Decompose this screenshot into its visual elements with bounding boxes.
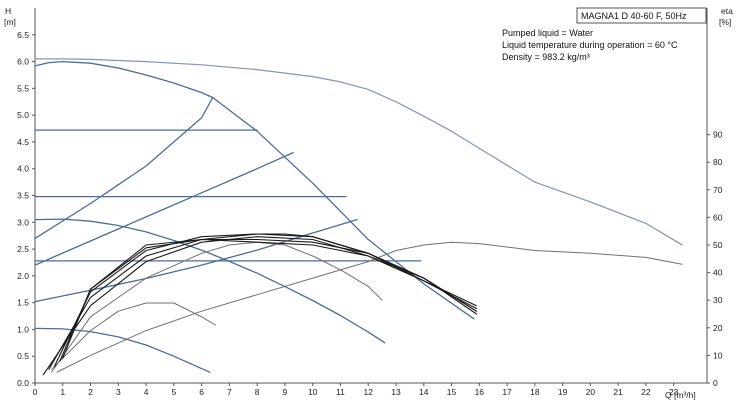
x-tick-label: 22 [641,387,651,397]
y-left-axis-unit: [m] [4,17,16,27]
y-left-tick-label: 4.0 [17,164,29,174]
x-tick-label: 7 [227,387,232,397]
x-tick-label: 16 [475,387,485,397]
y-left-tick-label: 5.0 [17,110,29,120]
efficiency-curve-16 [59,238,478,362]
x-tick-label: 15 [447,387,457,397]
x-tick-label: 5 [171,387,176,397]
y-left-tick-label: 6.5 [17,30,29,40]
head-curve-6 [34,327,211,373]
y-right-tick-label: 0 [713,378,718,388]
x-tick-label: 13 [391,387,401,397]
head-curve-2 [34,96,214,240]
y-right-tick-label: 80 [713,157,723,167]
x-tick-label: 17 [502,387,512,397]
y-right-tick-label: 20 [713,323,723,333]
x-tick-label: 3 [116,387,121,397]
head-curve-1 [34,60,475,320]
y-right-tick-label: 70 [713,185,723,195]
x-tick-label: 14 [419,387,429,397]
x-tick-label: 11 [336,387,345,397]
x-tick-label: 4 [144,387,149,397]
efficiency-curve-17 [62,238,478,359]
y-left-tick-label: 2.0 [17,271,29,281]
curves [34,58,683,376]
x-tick-label: 12 [363,387,373,397]
x-tick-label: 18 [530,387,540,397]
y-right-tick-label: 40 [713,268,723,278]
head-curve-4 [34,151,294,266]
x-axis-label: Q [m³/h] [665,390,696,400]
y-left-tick-label: 0.0 [17,378,29,388]
efficiency-curve-15 [53,233,478,367]
y-left-tick-label: 2.5 [17,244,29,254]
info-line-pumped-liquid: Pumped liquid = Water [502,28,593,38]
y-left-tick-label: 5.5 [17,83,29,93]
x-tick-label: 19 [558,387,568,397]
x-tick-label: 8 [255,387,260,397]
y-right-tick-label: 60 [713,212,723,222]
x-tick-label: 6 [199,387,204,397]
y-left-tick-label: 4.5 [17,137,29,147]
y-left-tick-label: 3.0 [17,217,29,227]
efficiency-curve-13 [42,236,478,376]
y-left-tick-label: 1.0 [17,324,29,334]
y-right-axis-label: eta [721,6,733,16]
x-tick-label: 9 [283,387,288,397]
x-tick-label: 20 [586,387,596,397]
x-tick-label: 23 [669,387,679,397]
x-tick-label: 0 [33,387,38,397]
head-curve-0 [34,58,683,246]
y-right-tick-label: 90 [713,130,723,140]
y-right-tick-label: 30 [713,295,723,305]
chart-title: MAGNA1 D 40-60 F, 50Hz [581,11,687,21]
y-left-tick-label: 6.0 [17,57,29,67]
x-tick-label: 1 [60,387,65,397]
y-left-tick-label: 1.5 [17,298,29,308]
axes: 0 1 2 3 4 5 6 7 8 9 10 11 12 13 14 15 16 17 18 19 20 21 22 230.… [17,8,723,397]
x-tick-label: 10 [308,387,318,397]
info-line-liquid-temperature: Liquid temperature during operation = 60… [502,40,678,50]
info-line-density: Density = 983.2 kg/m³ [502,52,590,62]
y-left-axis-label: H [5,6,11,16]
y-left-tick-label: 3.5 [17,191,29,201]
labels: H [m] eta [%] Q [m³/h] MAGNA1 D 40-60 F,… [4,6,733,400]
y-left-tick-label: 0.5 [17,351,29,361]
y-right-axis-unit: [%] [719,17,731,27]
x-tick-label: 2 [88,387,93,397]
y-right-tick-label: 50 [713,240,723,250]
efficiency-curve-10 [56,241,683,373]
y-right-tick-label: 10 [713,350,723,360]
head-curve-3 [34,218,386,344]
efficiency-curve-11 [51,302,216,370]
title-box [576,7,707,24]
x-tick-label: 21 [613,387,623,397]
